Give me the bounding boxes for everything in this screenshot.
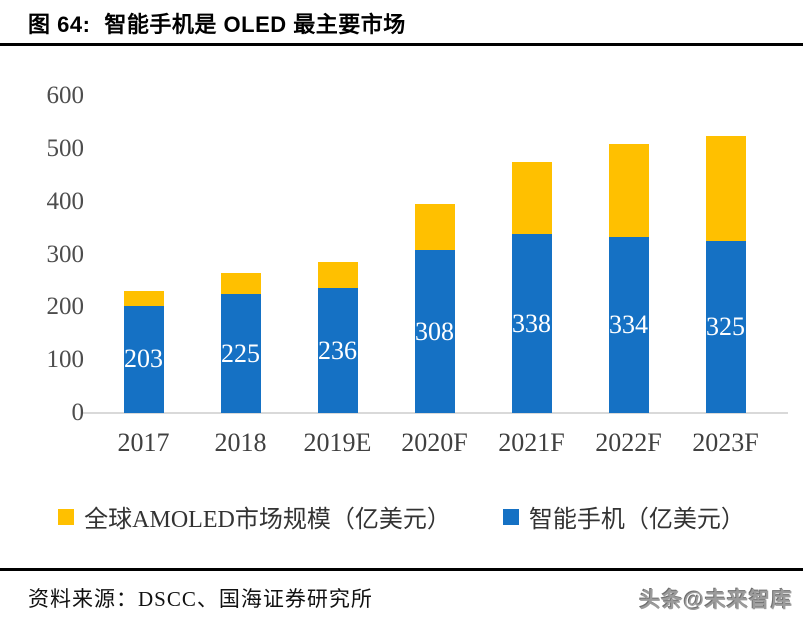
- figure-title: 图 64: 智能手机是 OLED 最主要市场: [28, 7, 406, 39]
- bar-segment-amoled: [511, 162, 552, 235]
- y-tick-label: 500: [46, 134, 85, 162]
- figure-number: 图 64:: [28, 12, 91, 37]
- bar-segment-smartphone: 325: [705, 241, 746, 413]
- bar-2018: 225: [220, 272, 261, 413]
- x-tick-label: 2018: [214, 428, 267, 457]
- bar-2023F: 325: [705, 135, 746, 413]
- bar-segment-amoled: [414, 204, 455, 251]
- legend-item-smartphone: 智能手机（亿美元）: [502, 499, 745, 534]
- bar-segment-amoled: [608, 143, 649, 237]
- bar-segment-amoled: [317, 262, 358, 289]
- bar-2017: 203: [123, 291, 164, 413]
- x-tick-label: 2022F: [595, 428, 662, 457]
- bar-segment-smartphone: 334: [608, 236, 649, 413]
- watermark: 头条@未来智库: [639, 589, 793, 612]
- bar-2022F: 334: [608, 143, 649, 413]
- x-tick-label: 2019E: [303, 428, 372, 457]
- source-note: 资料来源：DSCC、国海证券研究所: [28, 587, 373, 611]
- bar-segment-smartphone: 225: [220, 294, 261, 413]
- chart-legend: 全球AMOLED市场规模（亿美元） 智能手机（亿美元）: [0, 499, 803, 534]
- bar-value-label: 225: [221, 338, 260, 368]
- y-tick-label: 200: [46, 293, 85, 321]
- bar-segment-smartphone: 338: [511, 234, 552, 413]
- legend-swatch-amoled-icon: [58, 508, 75, 525]
- y-tick-label: 0: [71, 399, 85, 426]
- bar-segment-amoled: [220, 272, 261, 295]
- y-tick-label: 100: [46, 346, 85, 374]
- legend-swatch-smartphone-icon: [502, 508, 519, 525]
- bar-2019E: 236: [317, 262, 358, 413]
- x-tick-label: 2021F: [498, 428, 565, 457]
- bar-value-label: 236: [318, 335, 357, 365]
- x-axis-line: [83, 412, 788, 414]
- legend-item-amoled: 全球AMOLED市场规模（亿美元）: [58, 499, 451, 534]
- legend-label-smartphone: 智能手机（亿美元）: [528, 507, 745, 533]
- bar-value-label: 338: [512, 308, 551, 338]
- bar-segment-smartphone: 236: [317, 288, 358, 413]
- figure-title-text: 智能手机是 OLED 最主要市场: [104, 12, 406, 37]
- legend-label-amoled: 全球AMOLED市场规模（亿美元）: [84, 507, 451, 533]
- y-tick-label: 400: [46, 187, 85, 215]
- bar-segment-amoled: [705, 135, 746, 242]
- x-tick-label: 2020F: [401, 428, 468, 457]
- bar-segment-smartphone: 308: [414, 250, 455, 413]
- y-tick-label: 600: [46, 82, 85, 109]
- bar-value-label: 325: [706, 312, 745, 342]
- footer-divider: [0, 568, 803, 571]
- y-tick-label: 300: [46, 240, 85, 268]
- bar-value-label: 308: [415, 316, 454, 346]
- x-tick-label: 2017: [117, 428, 170, 457]
- bar-2020F: 308: [414, 204, 455, 413]
- bar-segment-amoled: [123, 291, 164, 306]
- bar-segment-smartphone: 203: [123, 305, 164, 413]
- x-tick-label: 2023F: [692, 428, 759, 457]
- bar-value-label: 203: [124, 344, 163, 374]
- title-divider: [0, 43, 803, 46]
- bar-value-label: 334: [609, 309, 648, 339]
- bar-2021F: 338: [511, 162, 552, 413]
